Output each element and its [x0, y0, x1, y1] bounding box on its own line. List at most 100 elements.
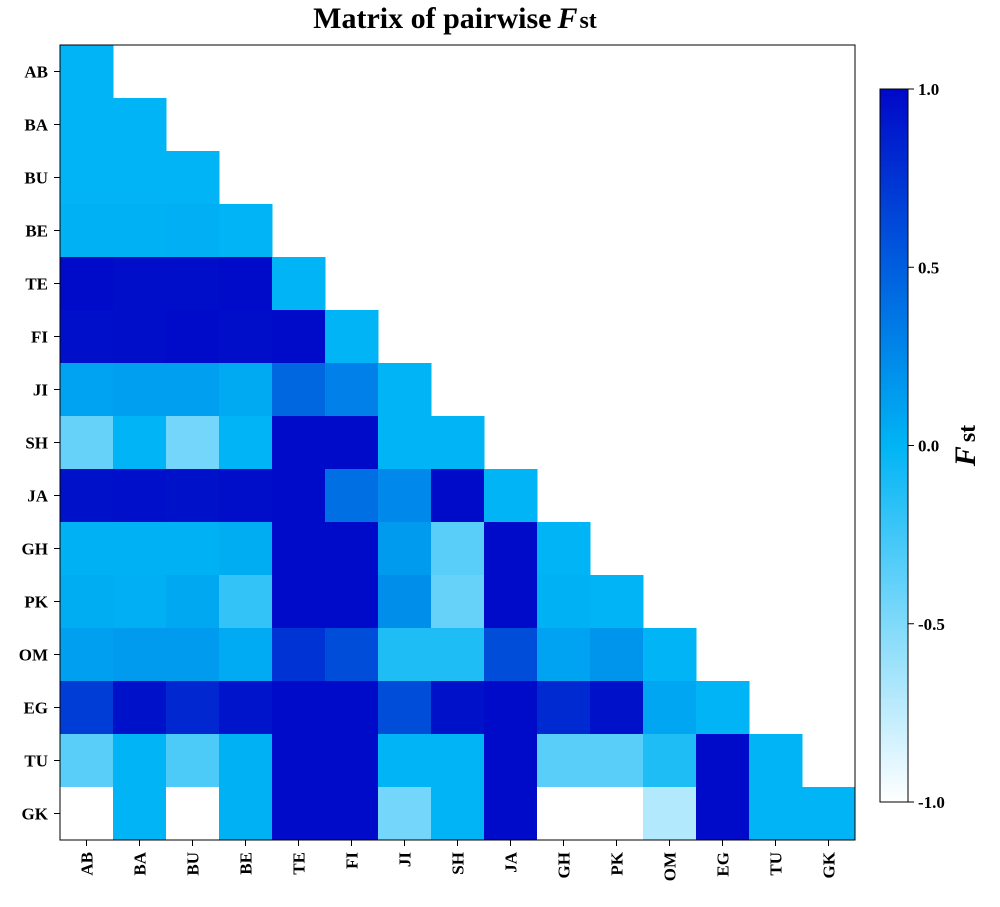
heatmap-cell-FI-FI — [325, 310, 379, 364]
heatmap-cell-PK-FI — [325, 575, 379, 629]
heatmap-cell-TU-TU — [749, 734, 803, 788]
heatmap-cell-EG-OM — [643, 681, 697, 735]
heatmap-cell-TU-EG — [696, 734, 750, 788]
row-label-FI: FI — [31, 328, 48, 347]
heatmap-cell-EG-SH — [431, 681, 485, 735]
row-label-JI: JI — [33, 381, 49, 400]
heatmap-cell-GH-FI — [325, 522, 379, 576]
row-label-GH: GH — [22, 540, 48, 559]
heatmap-cell-GK-GH — [537, 787, 591, 841]
col-label-GK: GK — [820, 851, 839, 878]
heatmap-cell-SH-FI — [325, 416, 379, 470]
heatmap-cell-JI-AB — [60, 363, 114, 417]
row-label-TU: TU — [24, 752, 48, 771]
heatmap-cell-GK-EG — [696, 787, 750, 841]
heatmap-cell-TU-TE — [272, 734, 326, 788]
row-label-EG: EG — [23, 699, 48, 718]
heatmap-cell-GK-TE — [272, 787, 326, 841]
heatmap-cell-GK-AB — [60, 787, 114, 841]
heatmap-cell-TE-BU — [166, 257, 220, 311]
heatmap-cell-SH-BE — [219, 416, 273, 470]
colorbar-label: Fst — [949, 425, 982, 467]
heatmap-cell-BA-BA — [113, 98, 167, 152]
heatmap-cell-BE-BE — [219, 204, 273, 258]
heatmap-cell-PK-GH — [537, 575, 591, 629]
heatmap-cell-JA-BE — [219, 469, 273, 523]
heatmap-cell-OM-OM — [643, 628, 697, 682]
heatmap-cell-TU-BA — [113, 734, 167, 788]
heatmap-cell-EG-TE — [272, 681, 326, 735]
col-label-BE: BE — [237, 852, 256, 875]
heatmap-cell-GK-BU — [166, 787, 220, 841]
heatmap-cell-SH-SH — [431, 416, 485, 470]
heatmap-cell-PK-BA — [113, 575, 167, 629]
heatmap-cells — [60, 45, 856, 841]
heatmap-cell-GK-JA — [484, 787, 538, 841]
heatmap-cell-SH-TE — [272, 416, 326, 470]
heatmap-cell-PK-JA — [484, 575, 538, 629]
col-label-TU: TU — [767, 852, 786, 876]
heatmap-cell-TU-OM — [643, 734, 697, 788]
heatmap-cell-GK-FI — [325, 787, 379, 841]
heatmap-cell-PK-TE — [272, 575, 326, 629]
axis-ticks — [54, 71, 829, 846]
heatmap-cell-GH-SH — [431, 522, 485, 576]
heatmap-cell-EG-JA — [484, 681, 538, 735]
heatmap-cell-GK-GK — [802, 787, 856, 841]
heatmap-cell-TU-AB — [60, 734, 114, 788]
colorbar-tick-label: -1.0 — [918, 793, 945, 812]
heatmap-cell-FI-BA — [113, 310, 167, 364]
heatmap-cell-GK-BA — [113, 787, 167, 841]
heatmap-cell-GK-PK — [590, 787, 644, 841]
col-label-FI: FI — [343, 852, 362, 869]
heatmap-cell-EG-PK — [590, 681, 644, 735]
heatmap-cell-OM-GH — [537, 628, 591, 682]
heatmap-cell-TU-JI — [378, 734, 432, 788]
heatmap-cell-PK-BU — [166, 575, 220, 629]
heatmap-cell-OM-JA — [484, 628, 538, 682]
colorbar-tick-label: -0.5 — [918, 615, 945, 634]
heatmap-cell-TU-JA — [484, 734, 538, 788]
row-label-GK: GK — [22, 805, 49, 824]
col-label-PK: PK — [608, 851, 627, 875]
heatmap-cell-TE-TE — [272, 257, 326, 311]
heatmap-cell-EG-FI — [325, 681, 379, 735]
heatmap-cell-TU-GH — [537, 734, 591, 788]
col-labels: AB BA BU BE TE FI JI SH JA GH PK OM EG TU GK — [78, 851, 839, 881]
chart-title-italic: F — [557, 2, 578, 35]
heatmap-cell-GK-BE — [219, 787, 273, 841]
row-label-AB: AB — [24, 63, 48, 82]
col-label-AB: AB — [78, 852, 97, 876]
row-label-SH: SH — [25, 434, 48, 453]
heatmap-cell-GH-BE — [219, 522, 273, 576]
colorbar-tick-label: 0.5 — [918, 258, 939, 277]
heatmap-cell-OM-BU — [166, 628, 220, 682]
heatmap-cell-EG-BU — [166, 681, 220, 735]
heatmap-cell-BU-BU — [166, 151, 220, 205]
heatmap-cell-GH-BU — [166, 522, 220, 576]
heatmap-cell-BU-AB — [60, 151, 114, 205]
heatmap-cell-TE-AB — [60, 257, 114, 311]
heatmap-cell-GH-BA — [113, 522, 167, 576]
row-labels: AB BA BU BE TE FI JI SH JA GH PK OM EG TU GK — [19, 63, 49, 824]
col-label-JA: JA — [502, 851, 521, 873]
heatmap-cell-JI-BU — [166, 363, 220, 417]
heatmap-cell-GH-AB — [60, 522, 114, 576]
heatmap-cell-FI-AB — [60, 310, 114, 364]
heatmap-cell-PK-PK — [590, 575, 644, 629]
row-label-BE: BE — [25, 222, 48, 241]
heatmap-cell-OM-JI — [378, 628, 432, 682]
heatmap-cell-JA-JA — [484, 469, 538, 523]
heatmap-cell-EG-BE — [219, 681, 273, 735]
heatmap-cell-JA-BA — [113, 469, 167, 523]
heatmap-cell-EG-GH — [537, 681, 591, 735]
heatmap-cell-OM-AB — [60, 628, 114, 682]
heatmap-cell-JA-TE — [272, 469, 326, 523]
heatmap-cell-OM-TE — [272, 628, 326, 682]
col-label-TE: TE — [290, 852, 309, 875]
heatmap-cell-BE-BA — [113, 204, 167, 258]
chart-title-main: Matrix of pairwise — [313, 2, 552, 35]
colorbar — [879, 88, 909, 803]
heatmap-cell-GH-JI — [378, 522, 432, 576]
